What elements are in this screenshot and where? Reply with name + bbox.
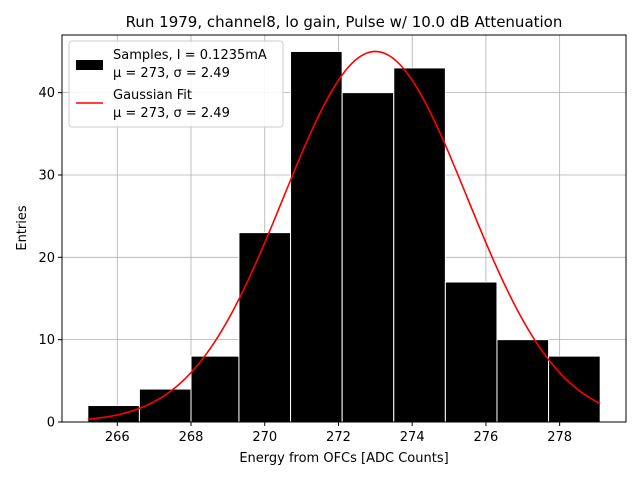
x-axis-label: Energy from OFCs [ADC Counts]	[239, 451, 448, 466]
x-tick-label: 278	[547, 430, 572, 445]
histogram-bar	[444, 281, 498, 423]
y-tick-label: 20	[38, 251, 55, 266]
histogram-bar	[496, 339, 550, 423]
x-tick-label: 274	[400, 430, 425, 445]
histogram-bar	[290, 50, 343, 423]
x-tick-label: 268	[179, 430, 204, 445]
legend: Samples, I = 0.1235mA μ = 273, σ = 2.49 …	[68, 40, 284, 128]
gaussian-fit-curve	[87, 50, 601, 421]
plot-frame	[61, 34, 627, 423]
x-tick-label: 272	[326, 430, 351, 445]
x-tick-label: 270	[252, 430, 277, 445]
x-tick-label: 276	[474, 430, 499, 445]
histogram-bar	[87, 405, 140, 423]
histogram-bar	[548, 355, 601, 423]
y-tick-label: 30	[38, 168, 55, 183]
y-tick-label: 40	[38, 86, 55, 101]
histogram-bar	[341, 92, 395, 423]
y-axis-label: Entries	[15, 205, 30, 251]
y-tick-label: 0	[47, 416, 55, 431]
legend-fit-stats: μ = 273, σ = 2.49	[113, 106, 230, 121]
histogram-bar	[393, 67, 446, 423]
legend-samples-swatch	[76, 60, 103, 70]
legend-fit-label: Gaussian Fit	[113, 88, 192, 103]
histogram-bar	[190, 355, 240, 423]
chart-title: Run 1979, channel8, lo gain, Pulse w/ 10…	[126, 13, 563, 31]
legend-samples-stats: μ = 273, σ = 2.49	[113, 66, 230, 81]
legend-samples-label: Samples, I = 0.1235mA	[113, 48, 267, 63]
y-tick-label: 10	[38, 333, 55, 348]
x-tick-label: 266	[105, 430, 130, 445]
axis-ticks: 266 268 270 272 274 276 278 0 10 20 30 40	[38, 86, 572, 445]
legend-box	[68, 40, 284, 128]
histogram-bar	[238, 232, 292, 423]
